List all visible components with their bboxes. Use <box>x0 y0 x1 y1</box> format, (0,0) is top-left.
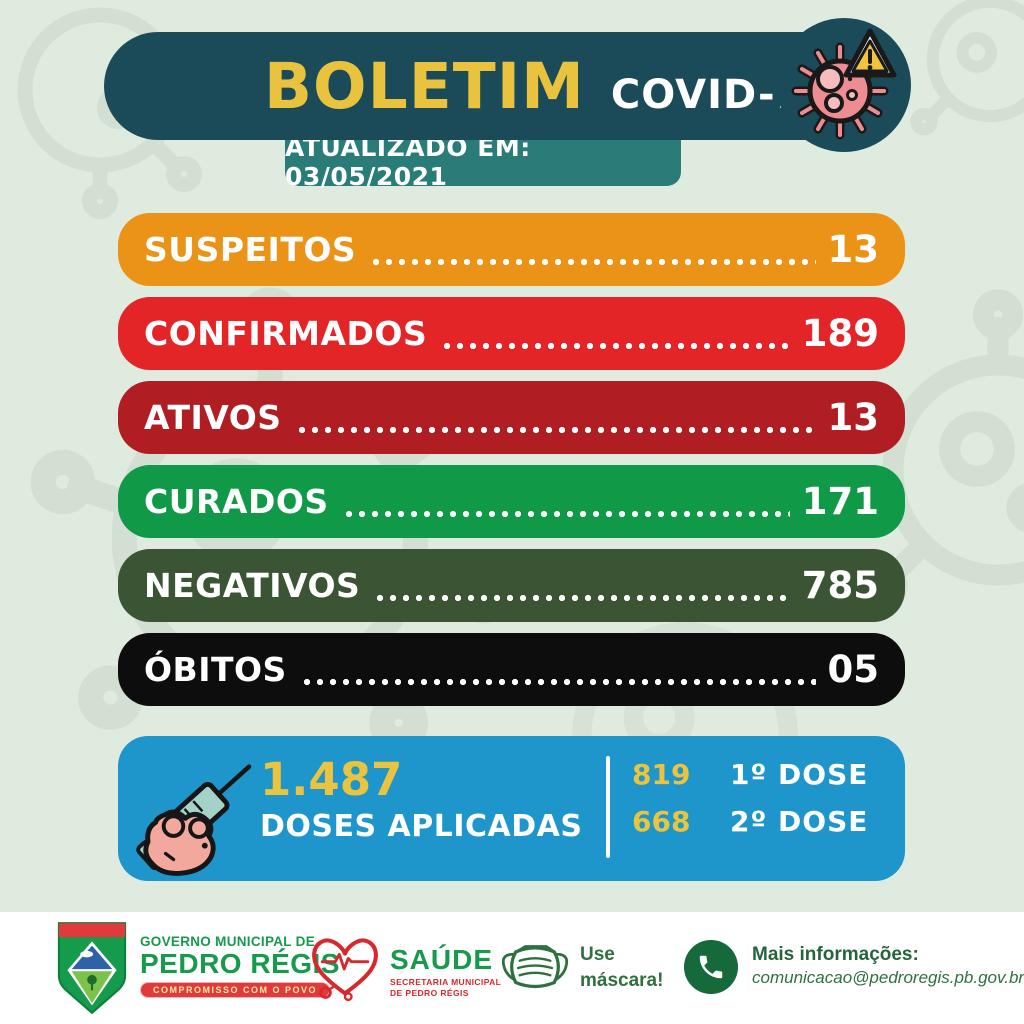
stat-label: CONFIRMADOS <box>144 314 428 353</box>
heart-stethoscope-icon <box>312 938 378 1002</box>
updated-date-text: ATUALIZADO EM: 03/05/2021 <box>285 133 531 191</box>
second-dose-value: 668 <box>632 805 691 838</box>
contact-email: comunicacao@pedroregis.pb.gov.br <box>752 968 1024 987</box>
doses-total-block: 1.487 DOSES APLICADAS <box>260 753 583 845</box>
vaccination-box: 1.487 DOSES APLICADAS 819 1º DOSE 668 2º… <box>118 736 905 881</box>
government-name-line2: PEDRO RÉGIS <box>140 948 340 979</box>
stat-label: CURADOS <box>144 482 329 521</box>
face-mask-icon <box>501 945 569 989</box>
phone-badge <box>684 940 738 994</box>
first-dose-label: 1º DOSE <box>730 758 869 791</box>
doses-total-value: 1.487 <box>260 753 403 806</box>
virus-outline-decoration <box>910 0 1024 136</box>
mask-icon-wrap <box>498 936 572 1004</box>
dotted-leader <box>372 257 816 266</box>
syringe-illustration <box>122 738 270 884</box>
health-department-text-block: SAÚDE SECRETARIA MUNICIPAL DE PEDRO RÉGI… <box>390 946 501 998</box>
contact-title: Mais informações: <box>752 944 919 965</box>
stat-value: 05 <box>827 648 880 691</box>
government-motto-badge: COMPROMISSO COM O POVO <box>140 982 331 999</box>
phone-icon <box>699 955 723 979</box>
header-banner: BOLETIM COVID-19 <box>104 32 860 140</box>
stat-value: 189 <box>801 312 879 355</box>
page-title: BOLETIM <box>264 49 585 123</box>
stat-label: ATIVOS <box>144 398 282 437</box>
stat-label: ÓBITOS <box>144 650 287 689</box>
footer: GOVERNO MUNICIPAL DE PEDRO RÉGIS COMPROM… <box>0 912 1024 1024</box>
health-department-subtitle: SECRETARIA MUNICIPAL DE PEDRO RÉGIS <box>390 977 501 998</box>
stat-value: 171 <box>801 480 879 523</box>
stat-value: 13 <box>827 228 880 271</box>
stat-row-negativos: NEGATIVOS 785 <box>118 549 905 622</box>
vertical-divider <box>606 756 610 858</box>
header-title-wrap: BOLETIM COVID-19 <box>264 55 833 118</box>
government-name-line1: GOVERNO MUNICIPAL DE <box>140 934 316 949</box>
virus-warning-badge <box>777 18 911 152</box>
doses-breakdown-block: 819 1º DOSE 668 2º DOSE <box>632 758 868 838</box>
stat-value: 785 <box>801 564 879 607</box>
stat-row-curados: CURADOS 171 <box>118 465 905 538</box>
dotted-leader <box>302 677 816 686</box>
health-subtitle-line1: SECRETARIA MUNICIPAL <box>390 977 502 987</box>
contact-block: Mais informações: comunicacao@pedroregis… <box>752 944 1024 988</box>
stat-label: NEGATIVOS <box>144 566 361 605</box>
stat-row-ativos: ATIVOS 13 <box>118 381 905 454</box>
stat-row-obitos: ÓBITOS 05 <box>118 633 905 706</box>
second-dose-label: 2º DOSE <box>730 805 869 838</box>
doses-total-label: DOSES APLICADAS <box>260 809 583 845</box>
dotted-leader <box>297 425 816 434</box>
government-logo <box>54 920 130 1020</box>
stat-value: 13 <box>827 396 880 439</box>
stat-row-confirmados: CONFIRMADOS 189 <box>118 297 905 370</box>
mask-reminder-text: Use máscara! <box>580 942 663 993</box>
updated-date-banner: ATUALIZADO EM: 03/05/2021 <box>285 133 681 191</box>
municipal-shield-logo <box>57 922 127 1015</box>
virus-with-warning-triangle-icon <box>791 28 897 140</box>
first-dose-value: 819 <box>632 758 691 791</box>
dotted-leader <box>376 593 790 602</box>
mask-text-line1: Use <box>580 944 615 965</box>
dotted-leader <box>344 509 790 518</box>
government-text-block: GOVERNO MUNICIPAL DE PEDRO RÉGIS COMPROM… <box>140 934 340 999</box>
dotted-leader <box>443 341 790 350</box>
mask-text-line2: máscara! <box>580 969 664 991</box>
stat-row-suspeitos: SUSPEITOS 13 <box>118 213 905 286</box>
stats-list: SUSPEITOS 13 CONFIRMADOS 189 ATIVOS 13 C… <box>118 213 905 717</box>
health-department-icon-wrap <box>306 934 384 1008</box>
stat-label: SUSPEITOS <box>144 230 357 269</box>
hand-holding-syringe-icon <box>136 764 252 876</box>
health-subtitle-line2: DE PEDRO RÉGIS <box>390 987 469 998</box>
health-department-title: SAÚDE <box>390 944 494 975</box>
